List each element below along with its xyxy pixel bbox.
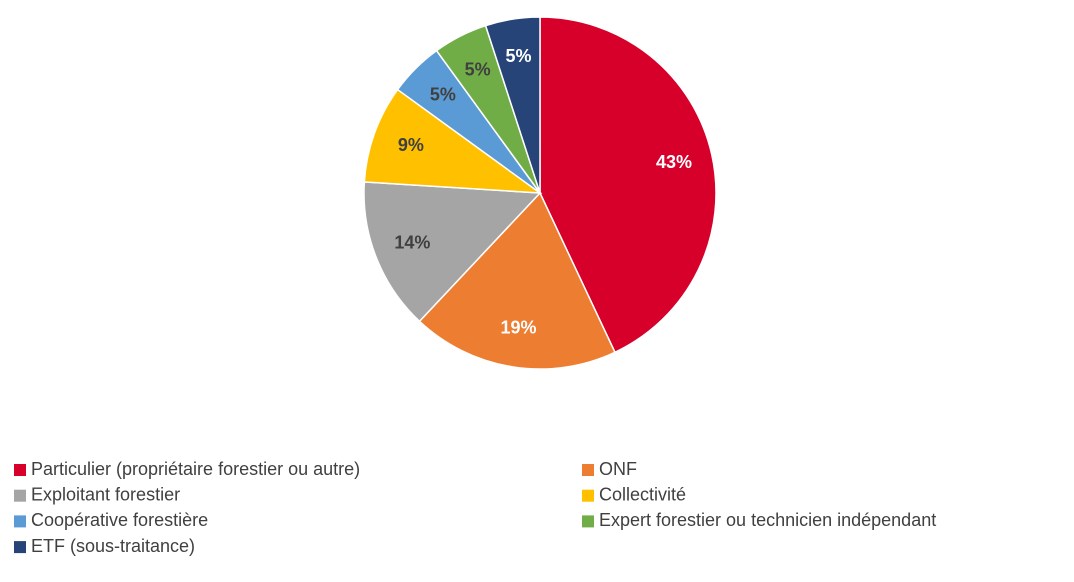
legend-label: Particulier (propriétaire forestier ou a… — [31, 459, 360, 479]
legend-swatch — [14, 464, 26, 476]
data-label: 14% — [394, 232, 430, 252]
data-label: 43% — [656, 152, 692, 172]
pie-slice — [539, 16, 717, 354]
data-label: 5% — [430, 85, 456, 105]
legend-label: Collectivité — [599, 484, 686, 504]
data-label: 5% — [465, 59, 491, 79]
pie-slice — [363, 181, 542, 323]
legend-label: ONF — [599, 459, 637, 479]
legend-swatch — [14, 541, 26, 554]
pie-slice — [484, 16, 541, 194]
legend-label: ETF (sous-traitance) — [31, 536, 195, 556]
pie-slice — [363, 88, 543, 194]
legend-swatch — [14, 489, 26, 502]
legend-label: Expert forestier ou technicien indépenda… — [599, 510, 936, 530]
data-label: 9% — [398, 135, 424, 155]
legend-swatch — [14, 515, 26, 528]
legend-swatch — [582, 515, 594, 528]
data-label: 5% — [506, 46, 532, 66]
data-label: 19% — [501, 317, 537, 337]
pie-slice — [418, 191, 616, 370]
legend-swatch — [582, 464, 594, 476]
legend-label: Exploitant forestier — [31, 484, 180, 504]
legend-swatch — [582, 489, 594, 502]
legend-label: Coopérative forestière — [31, 510, 208, 530]
